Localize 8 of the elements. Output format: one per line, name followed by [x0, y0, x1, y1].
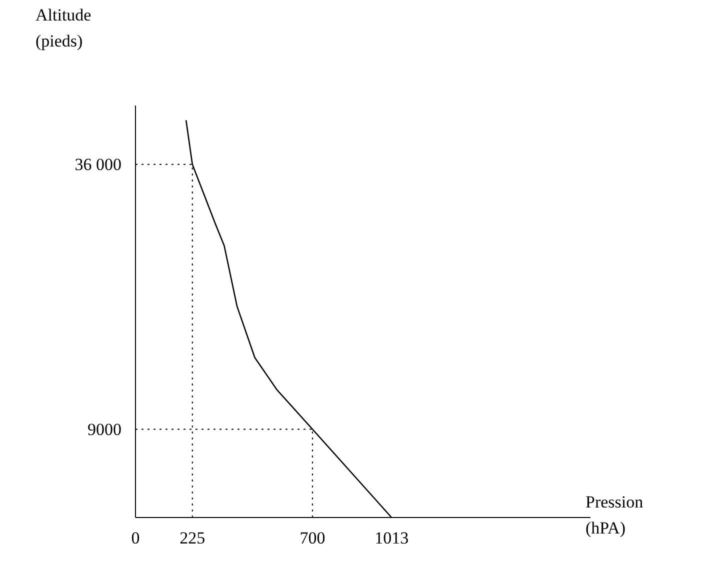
y-axis-title: Altitude (pieds) — [36, 6, 92, 50]
x-tick-label: 700 — [300, 528, 326, 548]
x-tick-label: 1013 — [374, 528, 409, 548]
x-tick-label: 0 — [131, 528, 140, 548]
y-tick-label: 36 000 — [74, 154, 122, 174]
x-axis-title: Pression (hPA) — [586, 492, 644, 538]
x-tick-label: 225 — [180, 528, 206, 548]
y-tick-label: 9000 — [88, 420, 122, 440]
